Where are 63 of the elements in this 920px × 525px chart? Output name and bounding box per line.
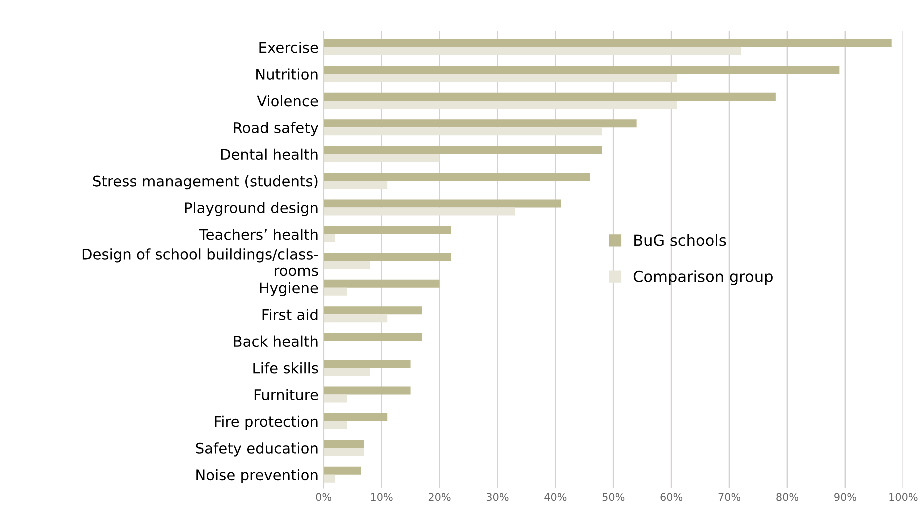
bar — [324, 200, 562, 208]
x-tick-label: 90% — [834, 493, 856, 502]
x-tick-label: 100% — [890, 493, 918, 502]
bar — [324, 333, 422, 342]
bar — [324, 40, 892, 48]
y-tick-label: First aid — [262, 309, 318, 320]
y-tick-label: Design of school buildings/class- rooms — [82, 248, 318, 276]
bar — [324, 234, 336, 243]
y-tick-label: Road safety — [234, 122, 319, 136]
x-tick-label: 0% — [316, 493, 332, 502]
bar — [324, 280, 440, 288]
bar — [324, 48, 742, 56]
x-tick-label: 50% — [602, 493, 625, 502]
bar — [324, 208, 516, 216]
bar — [324, 466, 362, 475]
bar — [324, 253, 452, 262]
bar — [324, 440, 364, 448]
bar — [324, 261, 370, 270]
bar — [324, 314, 388, 323]
y-tick-label: Back health — [234, 336, 318, 348]
bar — [324, 66, 840, 74]
x-tick-label: 70% — [718, 493, 741, 502]
y-tick-label: Furniture — [254, 389, 318, 401]
bar — [324, 173, 590, 182]
bar — [324, 146, 602, 154]
bar — [324, 154, 440, 162]
bar — [324, 368, 370, 376]
legend-label: BuG schools — [634, 234, 726, 246]
y-tick-label: Exercise — [260, 42, 318, 54]
bar — [324, 100, 678, 109]
bar — [324, 288, 348, 296]
x-tick-label: 40% — [544, 493, 567, 502]
bar — [324, 74, 678, 82]
y-tick-label: Safety education — [196, 442, 318, 457]
x-tick-label: 80% — [776, 493, 799, 502]
y-tick-label: Dental health — [221, 148, 318, 160]
x-tick-label: 10% — [371, 493, 393, 502]
bar — [324, 181, 388, 190]
bar — [324, 386, 411, 395]
bar — [324, 128, 602, 136]
y-tick-label: Fire protection — [215, 416, 318, 430]
bar — [324, 474, 336, 483]
x-tick-label: 60% — [660, 493, 683, 502]
bar — [324, 394, 348, 403]
y-tick-label: Noise prevention — [196, 469, 318, 484]
bar — [324, 448, 364, 456]
y-tick-label: Teachers’ health — [199, 228, 318, 240]
y-tick-label: Stress management (students) — [93, 176, 318, 190]
bar — [324, 421, 348, 430]
y-tick-label: Violence — [257, 95, 318, 107]
bar — [324, 360, 411, 368]
x-tick-label: 20% — [428, 493, 451, 502]
bar — [324, 226, 452, 234]
bar — [324, 306, 422, 315]
x-tick-label: 30% — [486, 493, 509, 502]
bar — [324, 92, 776, 101]
y-tick-label: Playground design — [185, 202, 318, 216]
y-tick-label: Nutrition — [256, 68, 318, 80]
bar — [324, 120, 637, 128]
y-tick-label: Hygiene — [260, 282, 318, 296]
bar — [324, 413, 388, 422]
legend-label: Comparison group — [634, 270, 773, 286]
y-tick-label: Life skills — [254, 362, 318, 374]
